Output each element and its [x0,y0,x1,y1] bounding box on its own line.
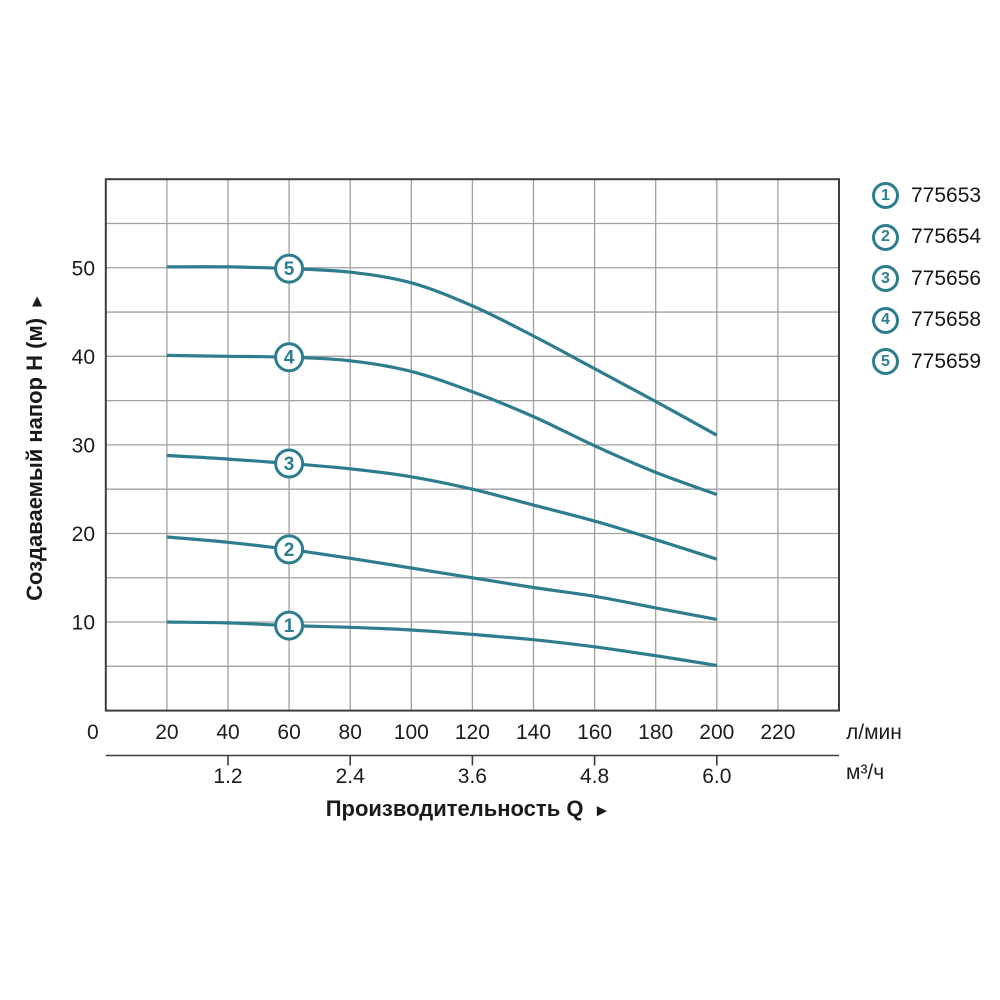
legend-marker-circle: 3 [872,265,899,293]
y-tick-label: 20 [72,523,95,546]
x-tick-label: 60 [277,721,300,744]
x-axis-unit-secondary: м³/ч [846,761,884,784]
curve-marker-circle-4 [274,342,305,373]
pump-curve-775659 [166,265,718,437]
legend-marker-circle: 1 [872,182,899,209]
pump-curve-775658 [166,353,718,497]
x-axis-title-text: Производительность Q [325,796,584,821]
curve-marker-circle-5 [274,253,305,284]
curve-marker-number: 1 [284,616,295,637]
x-tick-label: 180 [638,721,673,744]
pump-curve-775654 [166,535,718,621]
x2-tick-label: 4.8 [580,765,609,788]
legend-item: 3 775656 [872,265,982,293]
x2-tick-label: 6.0 [702,765,731,788]
legend-marker-number: 3 [881,269,890,287]
curve-marker-number: 2 [284,540,295,561]
x2-tick-label: 3.6 [458,765,487,788]
legend-model-label: 775658 [911,308,982,332]
curve-marker-circle-2 [274,534,305,565]
x-tick-label: 160 [577,721,612,744]
x-axis-title: Производительность Q ► [293,796,643,824]
pump-curve-775653 [166,620,718,667]
pump-curve-775656 [166,453,718,561]
curve-marker-circle-1 [274,610,305,641]
legend-model-label: 775659 [911,349,982,373]
legend-marker-number: 5 [881,352,890,370]
x-axis-unit-primary: л/мин [846,721,902,744]
y-tick-label: 30 [72,434,95,457]
legend-model-label: 775653 [911,183,982,207]
legend-model-label: 775656 [911,266,982,290]
curve-marker-number: 3 [284,454,295,475]
legend-marker-number: 1 [881,186,890,204]
x-tick-label: 200 [699,721,734,744]
curve-marker-number: 4 [284,348,295,369]
curve-marker-circle-3 [274,448,305,479]
y-axis-arrow-icon: ► [27,293,46,310]
y-tick-label: 50 [72,257,95,280]
legend-model-label: 775654 [911,225,982,249]
legend-item: 2 775654 [872,223,982,251]
x-tick-label: 20 [155,721,178,744]
plot-border [104,178,841,712]
x-tick-label: 120 [455,721,490,744]
legend: 1 775653 2 775654 3 775656 4 775658 5 775659 [872,182,981,390]
legend-item: 1 775653 [872,182,981,209]
x2-tick-label: 1.2 [213,765,242,788]
y-tick-label: 10 [72,612,95,635]
legend-marker-number: 4 [881,311,890,329]
curve-marker-number: 5 [284,259,295,280]
x-tick-label: 40 [216,721,239,744]
y-axis-title-text: Создаваемый напор H (м) [22,317,47,601]
x-tick-label: 80 [339,721,362,744]
x-tick-label: 100 [394,721,429,744]
legend-marker-circle: 5 [872,348,899,376]
y-axis-title: Создаваемый напор H (м) ► [22,217,50,677]
x2-tick-label: 2.4 [336,765,366,788]
y-tick-label: 40 [72,346,95,369]
legend-item: 4 775658 [872,306,982,334]
x-tick-label: 220 [760,721,795,744]
legend-item: 5 775659 [872,348,982,376]
legend-marker-circle: 2 [872,223,899,251]
x-tick-label: 0 [87,721,99,744]
x-tick-label: 140 [516,721,551,744]
legend-marker-number: 2 [881,228,890,246]
x-axis-arrow-icon: ► [593,801,611,820]
legend-marker-circle: 4 [872,306,899,334]
